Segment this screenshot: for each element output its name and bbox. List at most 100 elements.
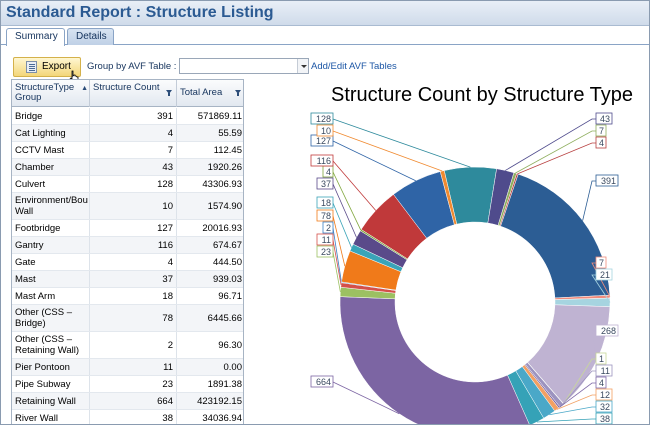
filter-icon[interactable]: [166, 90, 172, 96]
data-label: 38: [600, 414, 610, 424]
data-label: 268: [601, 326, 616, 336]
tab-details[interactable]: Details: [67, 28, 114, 45]
data-label: 391: [601, 176, 616, 186]
leader-line: [332, 239, 342, 286]
table-row[interactable]: Environment/Bou Wall 10 1574.90: [12, 193, 243, 220]
data-label: 11: [601, 366, 610, 376]
data-label-box: [595, 364, 613, 377]
data-label: 11: [322, 235, 331, 245]
table-row[interactable]: Gate 4 444.50: [12, 254, 243, 271]
table-cell-count: 10: [90, 193, 177, 219]
table-cell-group: Pier Pontoon: [12, 359, 90, 375]
pie-slice[interactable]: [339, 296, 530, 425]
table-row[interactable]: Pier Pontoon 11 0.00: [12, 359, 243, 376]
table-cell-count: 128: [90, 176, 177, 192]
toolbar: Export Group by AVF Table : Add/Edit AVF…: [1, 53, 649, 84]
table-row[interactable]: Gantry 116 674.67: [12, 237, 243, 254]
column-header-group-label: StructureType Group: [15, 82, 75, 103]
data-label-box: [595, 388, 613, 401]
data-label: 1: [599, 354, 604, 364]
table-row[interactable]: Other (CSS – Bridge) 78 6445.66: [12, 305, 243, 332]
table-row[interactable]: Retaining Wall 664 423192.15: [12, 393, 243, 410]
leader-line: [332, 202, 352, 248]
table-row[interactable]: River Wall 38 34036.94: [12, 410, 243, 424]
tab-summary[interactable]: Summary: [6, 28, 65, 46]
table-cell-group: Gate: [12, 254, 90, 270]
table-cell-area: 20016.93: [202, 222, 242, 234]
table-cell-area: 1920.26: [207, 161, 242, 173]
column-header-area-label: Total Area: [180, 87, 223, 98]
column-header-group[interactable]: StructureType Group ▲: [12, 80, 90, 107]
data-label: 4: [599, 378, 604, 388]
table-cell-count: 37: [90, 271, 177, 287]
table-cell-group: Mast Arm: [12, 288, 90, 304]
data-label-box: [595, 268, 613, 281]
table-cell-count: 4: [90, 254, 177, 270]
group-by-select[interactable]: [179, 58, 309, 74]
table-cell-group: Retaining Wall: [12, 393, 90, 409]
leader-line: [332, 227, 342, 283]
pie-slice[interactable]: [500, 173, 611, 299]
table-cell-count: 23: [90, 376, 177, 392]
data-label: 12: [600, 390, 610, 400]
leader-line: [536, 418, 596, 423]
table-cell-group: CCTV Mast: [12, 142, 90, 158]
leader-line: [332, 130, 443, 172]
column-header-count[interactable]: Structure Count: [90, 80, 177, 107]
data-label-box: [316, 196, 334, 209]
data-label-box: [310, 375, 334, 388]
data-label-box: [595, 136, 607, 149]
table-cell-count: 2: [90, 332, 177, 358]
table-cell-area: 571869.11: [197, 110, 242, 122]
leader-line: [563, 358, 596, 405]
table-cell-group: Mast: [12, 271, 90, 287]
data-label-box: [316, 245, 334, 258]
data-label: 23: [321, 247, 331, 257]
table-cell-area: 55.59: [218, 127, 242, 139]
data-label-box: [595, 412, 613, 424]
filter-icon[interactable]: [235, 90, 241, 96]
leader-line: [332, 140, 416, 182]
sort-asc-icon[interactable]: ▲: [81, 85, 88, 92]
table-row[interactable]: Mast Arm 18 96.71: [12, 288, 243, 305]
leader-line: [332, 160, 377, 211]
table-cell-group: Other (CSS – Retaining Wall): [12, 332, 90, 358]
table-cell-count: 4: [90, 125, 177, 141]
table-cell-area: 1574.90: [207, 200, 242, 212]
column-header-area[interactable]: Total Area: [177, 80, 243, 107]
table-row[interactable]: Pipe Subway 23 1891.38: [12, 376, 243, 393]
table-row[interactable]: Cat Lighting 4 55.59: [12, 125, 243, 142]
add-edit-avf-link[interactable]: Add/Edit AVF Tables: [311, 61, 397, 72]
chart-title: Structure Count by Structure Type: [331, 84, 634, 106]
table-row[interactable]: Chamber 43 1920.26: [12, 159, 243, 176]
table-row[interactable]: Footbridge 127 20016.93: [12, 220, 243, 237]
leader-line: [591, 274, 611, 303]
table-cell-area: 444.50: [212, 256, 242, 268]
table-cell-group: Pipe Subway: [12, 376, 90, 392]
leader-line: [332, 118, 471, 168]
chevron-down-icon[interactable]: [297, 59, 308, 73]
tab-strip: Summary Details: [1, 26, 649, 46]
data-label: 7: [599, 258, 604, 268]
table-cell-area: 423192.15: [197, 395, 242, 407]
table-row[interactable]: Mast 37 939.03: [12, 271, 243, 288]
leader-line: [505, 118, 596, 171]
data-label: 32: [600, 402, 610, 412]
table-cell-count: 43: [90, 159, 177, 175]
leader-line: [332, 171, 362, 231]
table-cell-count: 127: [90, 220, 177, 236]
structure-grid: StructureType Group ▲ Structure Count To…: [11, 79, 244, 424]
export-button[interactable]: Export: [13, 57, 81, 77]
data-label: 4: [326, 167, 331, 177]
table-row[interactable]: Other (CSS – Retaining Wall) 2 96.30: [12, 332, 243, 359]
table-row[interactable]: Bridge 391 571869.11: [12, 108, 243, 125]
table-cell-group: Culvert: [12, 176, 90, 192]
group-by-label: Group by AVF Table :: [87, 61, 177, 72]
table-row[interactable]: CCTV Mast 7 112.45: [12, 142, 243, 159]
table-row[interactable]: Culvert 128 43306.93: [12, 176, 243, 193]
data-label: 4: [599, 138, 604, 148]
title-bar: Standard Report : Structure Listing: [1, 1, 649, 26]
data-label-box: [595, 256, 607, 269]
data-label-box: [316, 124, 334, 137]
